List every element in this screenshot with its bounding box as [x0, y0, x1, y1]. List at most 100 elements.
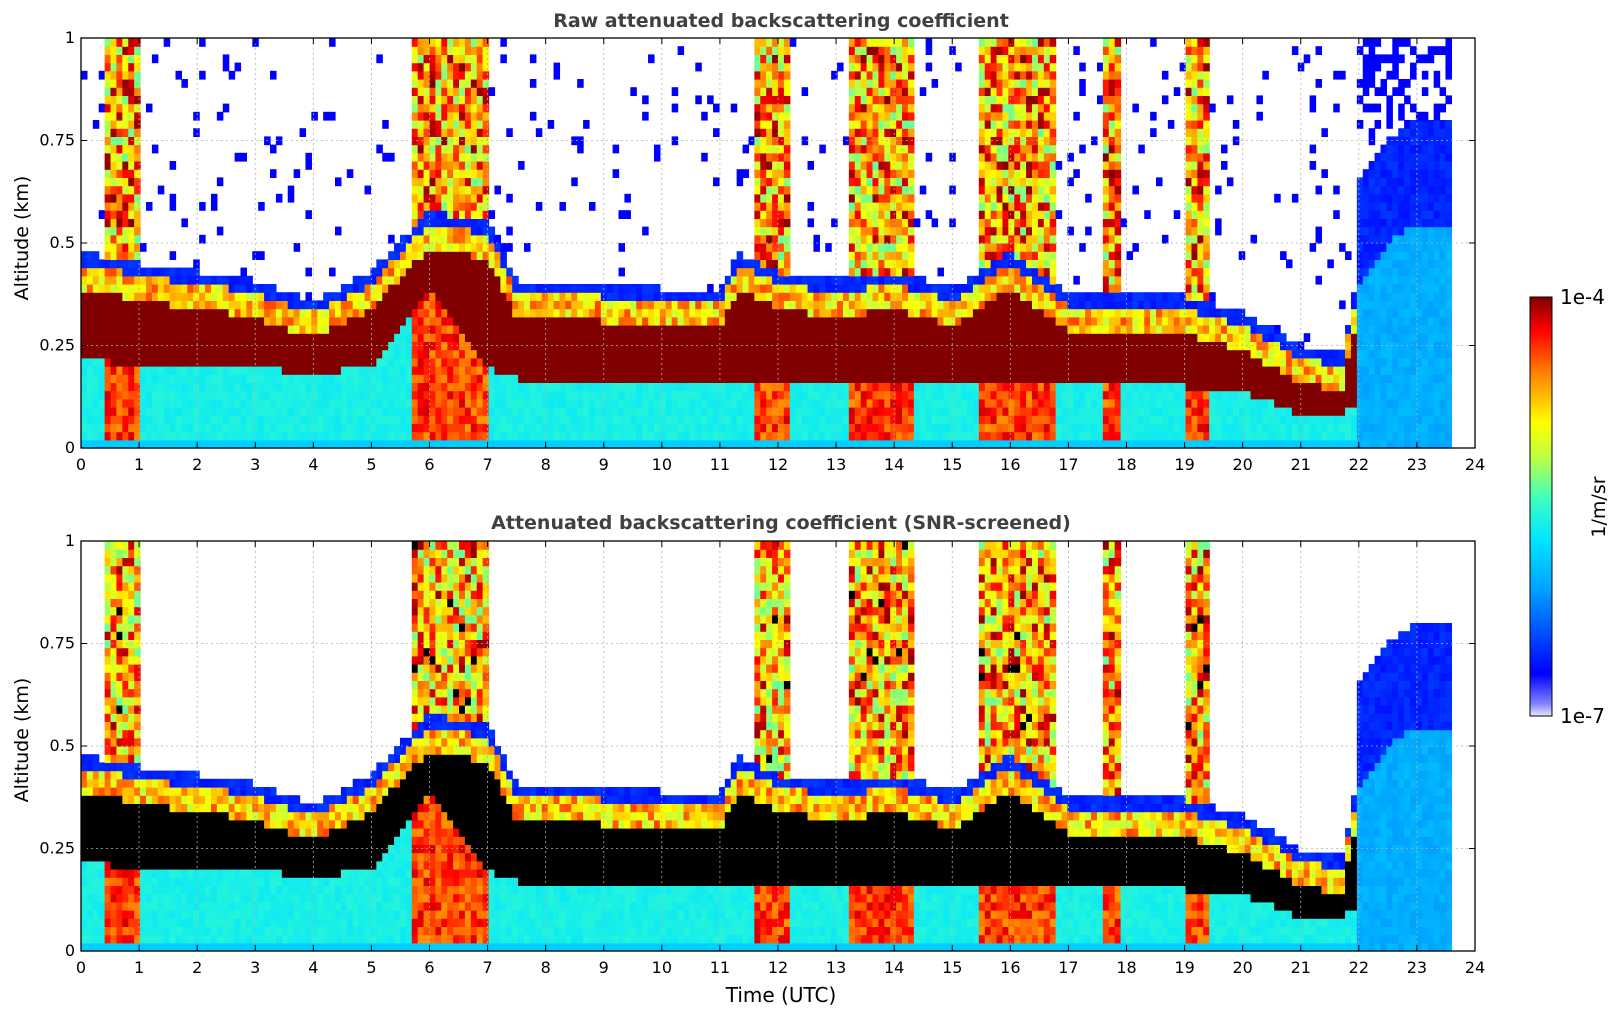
- heatmap-cell: [476, 95, 484, 105]
- heatmap-cell: [772, 54, 779, 64]
- heatmap-cell: [984, 357, 992, 367]
- heatmap-cell: [783, 366, 791, 375]
- heatmap-cell: [854, 300, 862, 310]
- heatmap-cell: [588, 390, 596, 400]
- heatmap-cell: [482, 136, 490, 146]
- heatmap-cell: [1008, 308, 1015, 318]
- heatmap-cell: [907, 177, 915, 187]
- heatmap-cell: [370, 333, 377, 342]
- heatmap-cell: [848, 152, 856, 162]
- heatmap-cell: [547, 407, 555, 416]
- heatmap-cell: [701, 382, 708, 392]
- heatmap-cell: [535, 415, 543, 424]
- heatmap-cell: [990, 407, 998, 416]
- heatmap-cell: [275, 333, 283, 342]
- heatmap-cell: [789, 284, 797, 293]
- heatmap-cell: [488, 300, 496, 310]
- heatmap-cell: [163, 38, 171, 47]
- heatmap-cell: [624, 193, 631, 203]
- heatmap-cell: [529, 341, 537, 351]
- heatmap-cell: [594, 423, 602, 433]
- heatmap-cell: [766, 292, 773, 301]
- heatmap-cell: [287, 431, 295, 441]
- heatmap-cell: [754, 46, 761, 55]
- heatmap-cell: [878, 374, 885, 383]
- heatmap-cell: [583, 439, 590, 449]
- heatmap-cell: [506, 374, 513, 383]
- heatmap-cell: [441, 54, 448, 64]
- heatmap-cell: [984, 161, 992, 170]
- heatmap-cell: [1026, 308, 1033, 318]
- heatmap-cell: [854, 95, 862, 105]
- heatmap-cell: [464, 161, 472, 170]
- heatmap-cell: [996, 316, 1004, 326]
- heatmap-cell: [1043, 284, 1051, 293]
- heatmap-cell: [718, 308, 726, 318]
- heatmap-cell: [1043, 161, 1051, 170]
- heatmap-cell: [98, 431, 106, 441]
- heatmap-cell: [216, 111, 224, 121]
- heatmap-cell: [470, 70, 478, 80]
- heatmap-cell: [128, 431, 135, 441]
- heatmap-cell: [978, 79, 986, 88]
- heatmap-cell: [151, 439, 159, 449]
- heatmap-cell: [1043, 120, 1051, 129]
- heatmap-cell: [1002, 152, 1009, 162]
- heatmap-cell: [978, 120, 986, 129]
- heatmap-cell: [98, 275, 106, 285]
- heatmap-cell: [742, 341, 750, 351]
- heatmap-cell: [783, 431, 791, 441]
- heatmap-cell: [819, 439, 826, 449]
- heatmap-cell: [210, 202, 218, 211]
- heatmap-cell: [228, 415, 236, 424]
- heatmap-cell: [464, 103, 472, 113]
- heatmap-cell: [435, 398, 442, 408]
- heatmap-cell: [216, 415, 224, 424]
- heatmap-cell: [878, 152, 885, 162]
- heatmap-cell: [653, 284, 661, 293]
- heatmap-cell: [122, 218, 129, 228]
- heatmap-cell: [990, 62, 998, 72]
- heatmap-cell: [1008, 210, 1015, 219]
- heatmap-cell: [122, 152, 129, 162]
- heatmap-cell: [110, 325, 118, 334]
- heatmap-cell: [145, 103, 153, 113]
- heatmap-cell: [329, 374, 336, 383]
- heatmap-cell: [766, 382, 773, 392]
- heatmap-cell: [216, 284, 224, 293]
- heatmap-cell: [1037, 234, 1045, 244]
- heatmap-cell: [476, 62, 484, 72]
- heatmap-cell: [1026, 398, 1033, 408]
- heatmap-cell: [535, 431, 543, 441]
- heatmap-cell: [736, 341, 744, 351]
- heatmap-cell: [618, 398, 626, 408]
- heatmap-cell: [872, 431, 880, 441]
- heatmap-cell: [842, 292, 850, 301]
- heatmap-cell: [695, 423, 702, 433]
- heatmap-cell: [86, 407, 94, 416]
- heatmap-cell: [854, 366, 862, 375]
- heatmap-cell: [642, 431, 649, 441]
- heatmap-cell: [925, 349, 933, 359]
- heatmap-cell: [1020, 202, 1027, 211]
- heatmap-cell: [760, 193, 767, 203]
- heatmap-cell: [996, 284, 1004, 293]
- heatmap-cell: [370, 390, 377, 400]
- heatmap-cell: [659, 439, 667, 449]
- heatmap-cell: [435, 431, 442, 441]
- heatmap-cell: [110, 333, 118, 342]
- heatmap-cell: [996, 234, 1004, 244]
- heatmap-cell: [801, 423, 809, 433]
- heatmap-cell: [394, 382, 401, 392]
- heatmap-cell: [494, 390, 501, 400]
- heatmap-cell: [411, 70, 419, 80]
- heatmap-cell: [772, 325, 779, 334]
- heatmap-cell: [996, 62, 1004, 72]
- heatmap-cell: [1020, 325, 1027, 334]
- heatmap-cell: [134, 152, 141, 162]
- heatmap-cell: [464, 325, 472, 334]
- heatmap-cell: [518, 284, 525, 293]
- heatmap-cell: [453, 62, 460, 72]
- heatmap-cell: [488, 333, 496, 342]
- heatmap-cell: [423, 54, 431, 64]
